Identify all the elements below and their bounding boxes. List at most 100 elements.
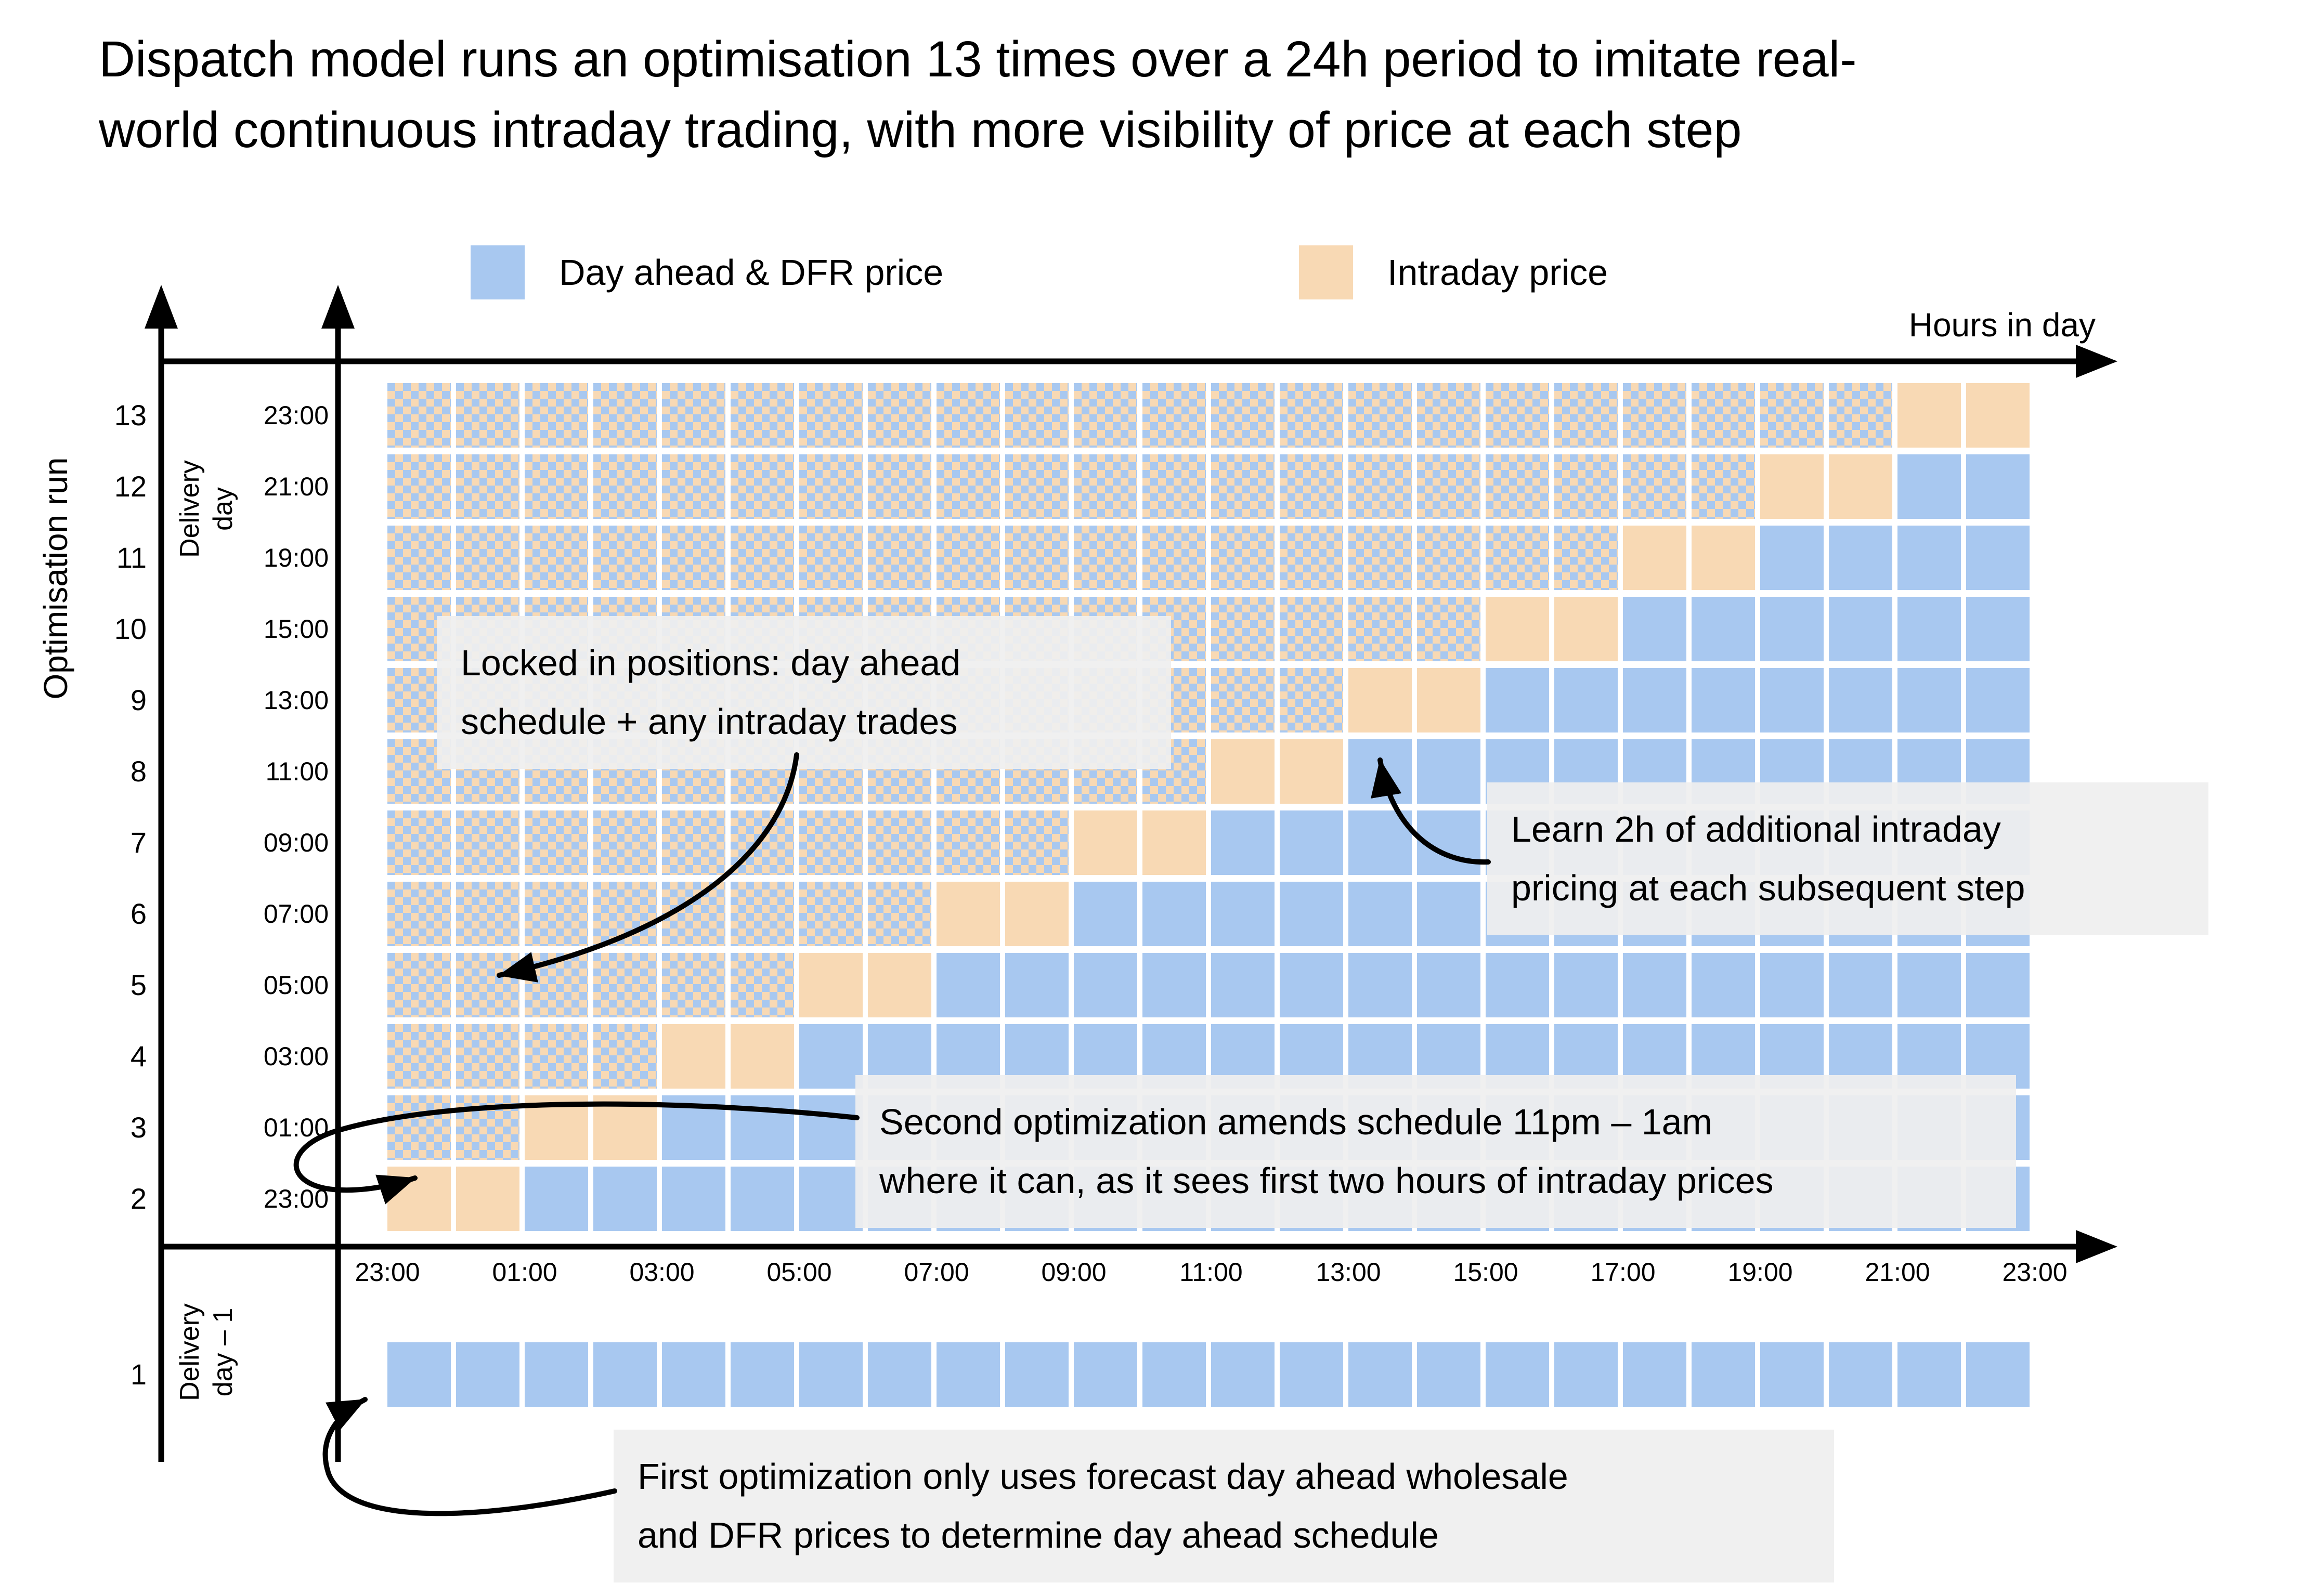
grid-cell xyxy=(1280,953,1343,1017)
grid-cell xyxy=(1966,1342,2030,1407)
first-run-row xyxy=(387,1342,2030,1407)
grid-cell xyxy=(1280,668,1343,732)
x-axis-top-arrowhead-icon xyxy=(2076,345,2117,378)
grid-cell xyxy=(1417,526,1480,590)
grid-cell xyxy=(1760,383,1824,448)
grid-cell xyxy=(1554,1342,1618,1407)
grid-cell xyxy=(1417,454,1480,519)
grid-cell xyxy=(593,953,657,1017)
grid-cell xyxy=(1760,454,1824,519)
grid-cell xyxy=(731,1024,794,1089)
grid-cell xyxy=(1623,953,1686,1017)
grid-cell xyxy=(799,953,863,1017)
grid-cell xyxy=(1760,953,1824,1017)
grid-cell xyxy=(525,810,588,875)
grid-cell xyxy=(456,810,519,875)
grid-cell xyxy=(799,1342,863,1407)
annotation-second-line1: Second optimization amends schedule 11pm… xyxy=(879,1102,1712,1142)
grid-cell xyxy=(456,383,519,448)
grid-cell xyxy=(1829,383,1892,448)
delivery-time: 23:00 xyxy=(263,401,329,430)
grid-cell xyxy=(456,1342,519,1407)
grid-cell xyxy=(1966,454,2030,519)
delivery-time: 01:00 xyxy=(263,1113,329,1142)
grid-cell xyxy=(1966,526,2030,590)
grid-cell xyxy=(799,1095,863,1160)
run-number: 13 xyxy=(114,399,147,431)
grid-cell xyxy=(1623,668,1686,732)
grid-cell xyxy=(456,1167,519,1231)
grid-cell xyxy=(1897,668,1961,732)
grid-cell xyxy=(662,810,725,875)
annotation-learn-line2: pricing at each subsequent step xyxy=(1511,868,2025,908)
grid-cell xyxy=(1417,1342,1480,1407)
grid-cell xyxy=(1074,454,1137,519)
grid-cell xyxy=(1348,383,1412,448)
grid-cell xyxy=(662,1167,725,1231)
grid-cell xyxy=(456,526,519,590)
hour-tick: 07:00 xyxy=(904,1258,969,1287)
grid-cell xyxy=(1074,953,1137,1017)
arrow-first-optimization xyxy=(322,1397,617,1516)
grid-cell xyxy=(456,1024,519,1089)
grid-cell xyxy=(799,882,863,946)
grid-cell xyxy=(937,882,1000,946)
grid-cell xyxy=(731,810,794,875)
grid-cell xyxy=(1280,383,1343,448)
grid-cell xyxy=(662,953,725,1017)
grid-cell xyxy=(1005,1342,1069,1407)
grid-cell xyxy=(1897,526,1961,590)
grid-cell xyxy=(868,953,931,1017)
grid-cell xyxy=(662,1342,725,1407)
grid-cell xyxy=(1280,597,1343,661)
delivery-time: 09:00 xyxy=(263,828,329,857)
grid-cell xyxy=(731,882,794,946)
grid-cell xyxy=(525,526,588,590)
grid-cell xyxy=(1623,526,1686,590)
grid-cell xyxy=(1142,810,1206,875)
grid-cell xyxy=(1348,1342,1412,1407)
grid-cell xyxy=(1348,597,1412,661)
grid-cell xyxy=(1966,383,2030,448)
grid-cell xyxy=(1211,739,1275,804)
annotation-learn-2h: Learn 2h of additional intraday pricing … xyxy=(1487,782,2208,935)
grid-cell xyxy=(1829,668,1892,732)
hour-tick: 17:00 xyxy=(1590,1258,1656,1287)
delivery-axis-arrowhead-icon xyxy=(321,285,355,329)
grid-cell xyxy=(1554,953,1618,1017)
hour-tick: 13:00 xyxy=(1316,1258,1381,1287)
annotation-locked-positions: Locked in positions: day ahead schedule … xyxy=(437,616,1171,769)
run-number: 11 xyxy=(116,541,147,574)
grid-cell xyxy=(1280,739,1343,804)
grid-cell xyxy=(456,882,519,946)
legend-day-ahead-label: Day ahead & DFR price xyxy=(559,252,944,293)
hour-tick: 19:00 xyxy=(1727,1258,1793,1287)
grid-cell xyxy=(1829,953,1892,1017)
grid-cell xyxy=(1005,383,1069,448)
grid-cell xyxy=(1211,383,1275,448)
grid-cell xyxy=(662,383,725,448)
grid-cell xyxy=(662,1095,725,1160)
intraday-swatch-icon xyxy=(1299,245,1353,299)
grid-cell xyxy=(1692,526,1755,590)
legend-item-intraday: Intraday price xyxy=(1299,245,1608,299)
grid-cell xyxy=(1897,454,1961,519)
grid-cell xyxy=(1829,454,1892,519)
delivery-day-minus1-line1: Delivery xyxy=(175,1303,205,1401)
run-number: 10 xyxy=(114,612,147,645)
grid-cell xyxy=(1280,810,1343,875)
grid-cell xyxy=(662,454,725,519)
grid-cell xyxy=(387,810,451,875)
grid-cell xyxy=(1348,454,1412,519)
grid-cell xyxy=(868,526,931,590)
run-number-column: 13 12 11 10 9 8 7 6 5 4 3 2 xyxy=(78,383,147,1231)
legend-item-day-ahead: Day ahead & DFR price xyxy=(471,245,943,299)
grid-cell xyxy=(525,882,588,946)
y-axis-title: Optimisation run xyxy=(37,457,74,700)
legend-intraday-label: Intraday price xyxy=(1387,252,1608,293)
delivery-time: 19:00 xyxy=(263,543,329,572)
grid-cell xyxy=(1348,882,1412,946)
grid-cell xyxy=(1142,1342,1206,1407)
grid-cell xyxy=(1142,526,1206,590)
grid-cell xyxy=(1005,882,1069,946)
